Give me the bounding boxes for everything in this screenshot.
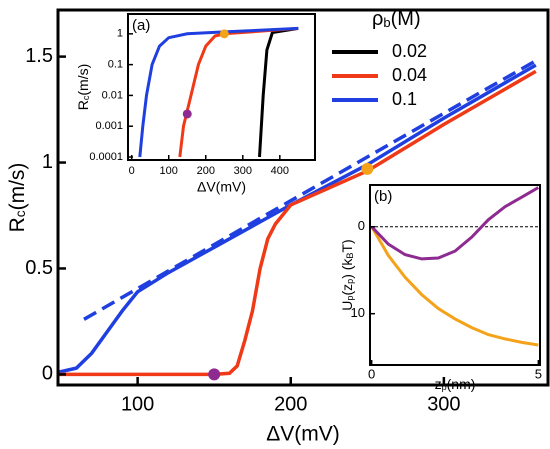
subscript: p bbox=[345, 296, 355, 301]
inset-background bbox=[128, 14, 315, 160]
label-part: (z bbox=[339, 284, 355, 296]
legend-label: 0.04 bbox=[392, 65, 427, 85]
x-axis-label: ΔV(mV) bbox=[266, 423, 340, 446]
line bbox=[370, 186, 540, 261]
dashed-line bbox=[83, 59, 537, 321]
y-tick-label: 0.01 bbox=[102, 89, 123, 101]
x-axis-label: ΔV(mV) bbox=[197, 179, 246, 195]
x-tick-label: 200 bbox=[274, 393, 307, 415]
x-tick-label: 400 bbox=[271, 165, 289, 177]
line bbox=[138, 26, 299, 158]
subscript: B bbox=[345, 253, 355, 259]
y-tick-label: 0 bbox=[42, 363, 53, 385]
legend-label: 0.1 bbox=[392, 89, 417, 109]
x-tick-label: 0 bbox=[368, 366, 375, 381]
label-part: z bbox=[435, 376, 442, 392]
panel-label: (b) bbox=[374, 188, 392, 205]
x-tick-label: 200 bbox=[197, 165, 215, 177]
x-tick-label: 300 bbox=[427, 393, 460, 415]
marker bbox=[208, 368, 221, 381]
label-part: (m/s) bbox=[6, 163, 29, 211]
line bbox=[58, 63, 537, 375]
y-tick-label: 0.0001 bbox=[89, 151, 123, 163]
marker bbox=[361, 162, 374, 175]
subscript: c bbox=[13, 210, 28, 217]
label-part: T) bbox=[339, 239, 355, 252]
y-tick-label: 1 bbox=[117, 28, 123, 40]
y-tick-label: 0.1 bbox=[108, 59, 123, 71]
subscript: p bbox=[442, 382, 447, 392]
y-tick-label: 10 bbox=[351, 305, 365, 320]
y-tick-label: 0.001 bbox=[95, 120, 123, 132]
marker bbox=[182, 109, 192, 119]
y-axis-label: Up(zp) (kBT) bbox=[339, 239, 355, 310]
label-part: R bbox=[6, 217, 29, 232]
line bbox=[370, 225, 539, 347]
subscript: b bbox=[383, 15, 390, 30]
label-part: (M) bbox=[391, 8, 421, 30]
marker bbox=[219, 29, 229, 39]
axes-frame bbox=[127, 13, 316, 161]
x-tick-label: 0 bbox=[129, 165, 135, 177]
y-tick-label: 1.5 bbox=[25, 45, 53, 67]
label-part: ) (k bbox=[339, 258, 355, 279]
plot-area bbox=[370, 186, 540, 347]
label-part: (nm) bbox=[447, 376, 476, 392]
y-tick-label: 0.5 bbox=[25, 257, 53, 279]
label-part: U bbox=[339, 301, 355, 311]
label-part: (m/s) bbox=[75, 64, 91, 96]
label-part: R bbox=[75, 100, 91, 110]
axes-frame bbox=[56, 8, 550, 387]
subscript: p bbox=[345, 279, 355, 284]
y-axis-label: Rc(m/s) bbox=[75, 64, 91, 111]
y-axis-label: Rc(m/s) bbox=[6, 163, 29, 233]
x-tick-label: 100 bbox=[121, 393, 154, 415]
inset-background bbox=[370, 185, 540, 365]
subscript: c bbox=[81, 95, 91, 100]
axes-frame bbox=[369, 184, 541, 366]
x-tick-label: 5 bbox=[535, 366, 542, 381]
y-tick-label: 1 bbox=[42, 151, 53, 173]
x-axis-label: zp(nm) bbox=[435, 376, 476, 392]
legend-title: ρb(M) bbox=[372, 8, 421, 30]
legend-label: 0.02 bbox=[392, 41, 427, 61]
y-tick-label: 0 bbox=[358, 218, 365, 233]
x-tick-label: 100 bbox=[160, 165, 178, 177]
x-tick-label: 300 bbox=[234, 165, 252, 177]
panel-label: (a) bbox=[132, 17, 150, 34]
label-part: ρ bbox=[372, 8, 383, 30]
